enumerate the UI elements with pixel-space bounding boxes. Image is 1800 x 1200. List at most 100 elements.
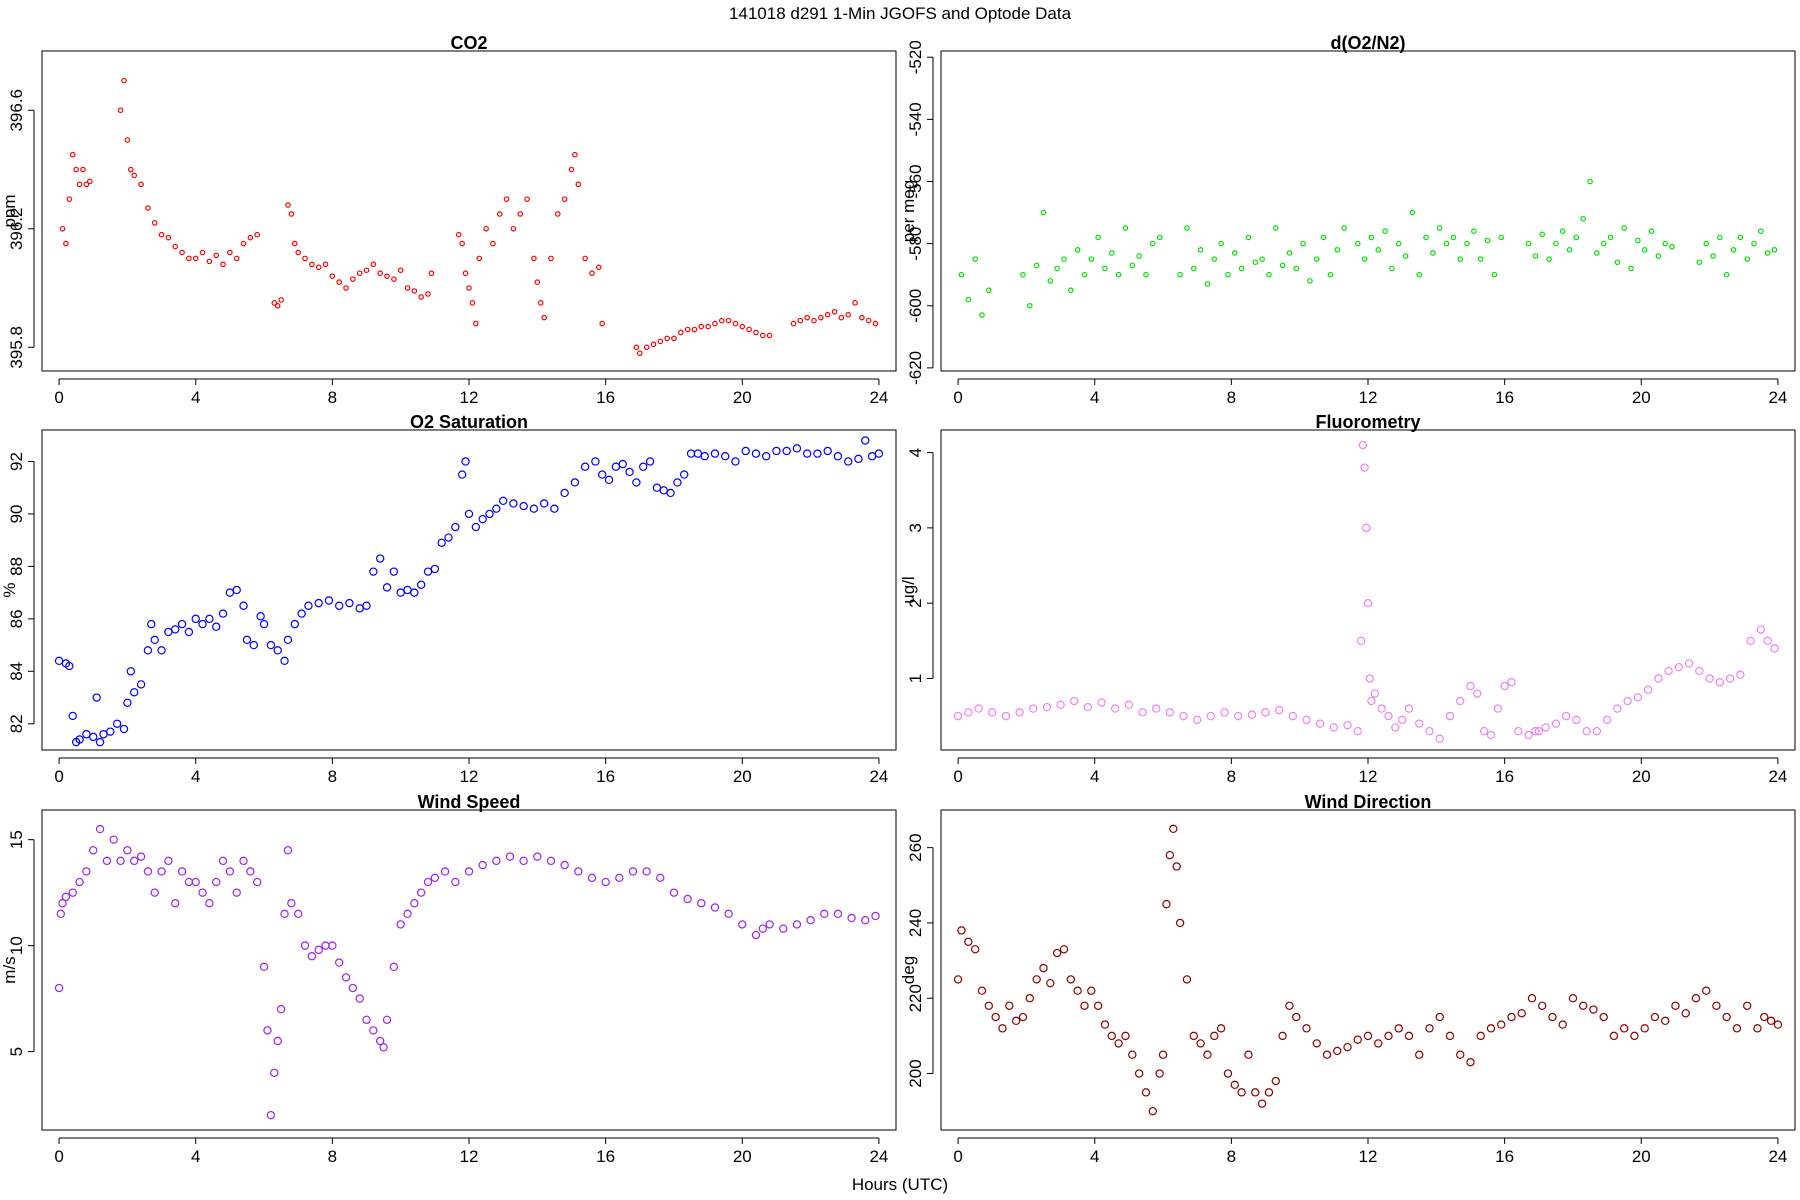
plot-frame — [41, 50, 897, 372]
data-point — [259, 619, 269, 629]
data-point — [575, 181, 582, 188]
data-point — [1580, 215, 1587, 222]
x-tick-label: 8 — [1227, 1147, 1236, 1166]
data-point — [517, 211, 524, 217]
data-point — [198, 619, 207, 629]
data-point — [1498, 234, 1505, 241]
data-point — [123, 698, 132, 707]
data-point — [1172, 862, 1181, 871]
data-point — [355, 994, 364, 1003]
data-point — [1404, 1031, 1414, 1041]
data-point — [1486, 1024, 1496, 1033]
data-point — [1156, 234, 1163, 241]
data-point — [1640, 1024, 1649, 1033]
data-point — [1061, 256, 1067, 262]
data-point — [1592, 726, 1602, 736]
data-point — [112, 719, 122, 728]
data-point — [509, 499, 518, 508]
data-point — [462, 270, 469, 277]
data-point — [1712, 1001, 1721, 1010]
data-point — [1435, 1012, 1444, 1022]
data-point — [1288, 711, 1298, 721]
data-point — [1025, 994, 1035, 1003]
data-point — [379, 1043, 388, 1052]
data-point — [369, 1026, 378, 1035]
data-point — [469, 300, 476, 306]
data-point — [824, 311, 831, 318]
data-point — [1613, 704, 1622, 713]
data-point — [285, 202, 291, 208]
data-point — [1491, 271, 1498, 278]
data-point — [1056, 700, 1065, 710]
data-point — [1184, 225, 1190, 231]
data-point — [1333, 1046, 1342, 1056]
data-point — [1609, 1031, 1619, 1041]
data-point — [838, 314, 845, 321]
y-axis-label: deg — [899, 956, 918, 984]
x-tick-label: 4 — [1090, 1147, 1099, 1166]
data-point — [290, 619, 299, 629]
data-point — [1300, 240, 1306, 247]
data-point — [833, 452, 843, 461]
data-point — [1279, 262, 1286, 269]
data-point — [416, 580, 426, 589]
data-point — [1353, 726, 1362, 736]
data-point — [1220, 708, 1229, 717]
data-point — [1430, 250, 1436, 256]
data-point — [1464, 240, 1470, 247]
data-point — [534, 279, 541, 285]
data-point — [1134, 1069, 1144, 1078]
data-point — [765, 920, 774, 929]
data-point — [1238, 265, 1245, 272]
data-point — [473, 320, 479, 327]
data-point — [636, 350, 643, 357]
data-point — [1415, 1050, 1424, 1059]
data-point — [1363, 598, 1373, 608]
data-point — [324, 596, 334, 605]
plot-frame — [41, 429, 897, 751]
data-point — [1285, 1001, 1294, 1010]
data-point — [1476, 1031, 1485, 1041]
data-point — [314, 945, 323, 955]
data-point — [1558, 1020, 1567, 1029]
y-tick-label: -580 — [906, 227, 925, 261]
data-point — [555, 211, 561, 217]
data-point — [271, 300, 278, 306]
x-tick-label: 8 — [1227, 767, 1236, 786]
data-point — [61, 892, 71, 902]
data-point — [1210, 1031, 1219, 1041]
x-tick-label: 16 — [1495, 767, 1514, 786]
data-point — [1602, 715, 1612, 725]
data-point — [455, 231, 462, 238]
data-point — [818, 314, 824, 321]
data-point — [724, 909, 733, 919]
data-point — [382, 1015, 392, 1025]
data-point — [1230, 1080, 1239, 1090]
data-point — [1368, 234, 1375, 241]
data-point — [591, 457, 600, 466]
data-point — [1579, 1001, 1588, 1010]
data-point — [1322, 1050, 1332, 1059]
data-point — [362, 601, 371, 610]
data-point — [568, 166, 575, 173]
y-tick-label: 4 — [906, 448, 925, 457]
data-point — [738, 920, 747, 929]
data-point — [1732, 1024, 1742, 1033]
data-point — [356, 270, 363, 277]
data-point — [550, 504, 559, 513]
data-point — [411, 288, 418, 294]
data-point — [1409, 209, 1416, 216]
data-point — [389, 962, 399, 972]
x-tick-label: 8 — [328, 388, 337, 407]
y-axis-label: % — [0, 582, 19, 597]
data-point — [1046, 978, 1055, 988]
data-point — [1032, 975, 1041, 984]
data-point — [423, 567, 433, 576]
data-point — [291, 240, 298, 247]
y-tick-label: 220 — [906, 984, 925, 1012]
data-point — [1115, 271, 1122, 278]
data-point — [65, 661, 74, 671]
data-point — [218, 609, 228, 618]
data-point — [686, 449, 696, 458]
data-point — [618, 459, 627, 469]
